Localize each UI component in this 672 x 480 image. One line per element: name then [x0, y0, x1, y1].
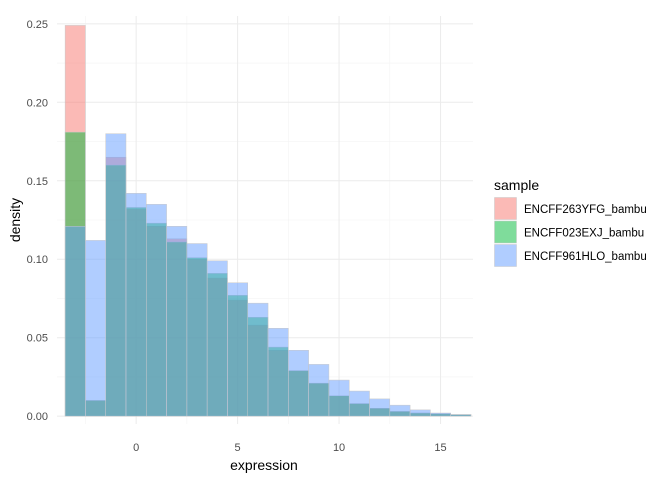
legend-key-swatch — [494, 244, 517, 267]
legend: sample ENCFF263YFG_bambu ENCFF023EXJ_bamb… — [494, 177, 647, 267]
y-tick-label: 0.00 — [27, 411, 48, 423]
histogram-bar-series-3 — [125, 193, 147, 417]
y-axis-title: density — [7, 198, 23, 242]
histogram-bar-series-3 — [288, 349, 309, 417]
histogram-bar-series-3 — [267, 328, 289, 417]
histogram-bar-series-3 — [328, 379, 350, 417]
histogram-bar-series-3 — [450, 414, 472, 417]
histogram-bar-series-3 — [430, 412, 451, 417]
histogram-bar-series-3 — [308, 364, 330, 417]
y-tick-label: 0.25 — [27, 19, 48, 31]
histogram-bar-series-3 — [348, 390, 370, 417]
histogram-bar-series-3 — [409, 409, 431, 417]
x-axis-title: expression — [230, 457, 298, 473]
x-tick-label: 5 — [235, 442, 241, 454]
y-tick-label: 0.15 — [27, 176, 48, 188]
histogram-bar-series-3 — [105, 133, 127, 417]
legend-label: ENCFF023EXJ_bambu — [524, 228, 644, 240]
legend-label: ENCFF263YFG_bambu — [524, 204, 647, 216]
histogram-bar-series-3 — [64, 226, 86, 417]
histogram-bar-series-3 — [186, 243, 208, 417]
y-tick-label: 0.20 — [27, 97, 48, 109]
histogram-bar-series-3 — [227, 282, 249, 417]
bars-layer — [64, 25, 472, 417]
legend-title: sample — [494, 177, 539, 193]
histogram-bar-series-3 — [85, 240, 106, 417]
legend-label: ENCFF961HLO_bambu — [524, 251, 647, 263]
histogram-bar-series-3 — [206, 260, 228, 417]
histogram-bar-series-3 — [247, 302, 269, 417]
x-tick-label: 15 — [434, 442, 446, 454]
histogram-bar-series-3 — [166, 226, 188, 417]
x-tick-label: 10 — [333, 442, 345, 454]
histogram-bar-series-3 — [389, 404, 411, 417]
legend-key-swatch — [494, 197, 517, 220]
y-tick-label: 0.10 — [27, 254, 48, 266]
legend-key-swatch — [494, 220, 517, 244]
legend-items: ENCFF263YFG_bambu ENCFF023EXJ_bambu ENCFF9… — [494, 197, 647, 267]
histogram-bar-series-3 — [146, 204, 167, 417]
histogram-bar-series-3 — [369, 398, 391, 417]
axis-layer: 0 5 10 15 0.00 0.05 0.10 0.15 0.20 0.25 — [27, 19, 447, 454]
x-tick-label: 0 — [133, 442, 139, 454]
y-tick-label: 0.05 — [27, 333, 48, 345]
